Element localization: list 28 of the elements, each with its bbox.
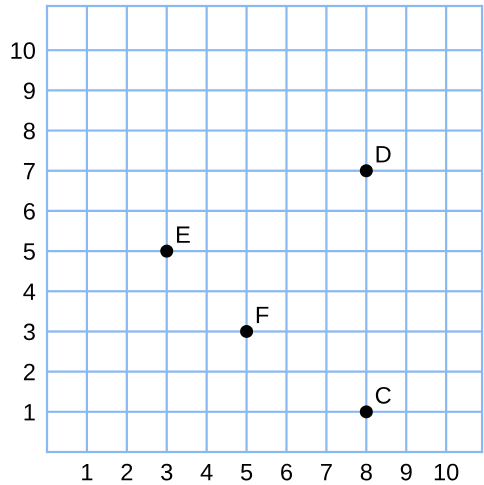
point [160,244,174,258]
x-tick-label: 3 [161,464,172,480]
y-tick-label: 10 [11,42,35,59]
y-tick-label: 9 [24,82,35,100]
y-tick-label: 1 [24,404,35,420]
point [360,164,373,178]
x-tick-label: 9 [400,464,412,480]
annotation: F [256,306,268,324]
x-tick-label: 5 [240,464,252,480]
y-tick-label: 2 [24,364,35,380]
point [240,324,254,338]
y-tick-label: 7 [24,163,35,180]
y-tick-label: 8 [24,122,35,140]
x-tick-label: 2 [121,464,132,480]
annotation: E [177,226,190,243]
x-tick-label: 1 [82,464,92,480]
annotation: C [376,387,391,404]
x-tick-label: 8 [360,464,372,480]
annotation: D [376,146,391,162]
y-tick-label: 3 [24,324,35,340]
x-tick-label: 6 [281,464,292,480]
y-tick-label: 6 [24,202,35,220]
x-tick-label: 10 [434,464,458,480]
x-tick-label: 4 [200,464,213,480]
y-tick-label: 5 [24,243,35,260]
y-tick-label: 4 [23,284,36,300]
x-tick-label: 7 [321,464,332,480]
point [360,405,373,418]
